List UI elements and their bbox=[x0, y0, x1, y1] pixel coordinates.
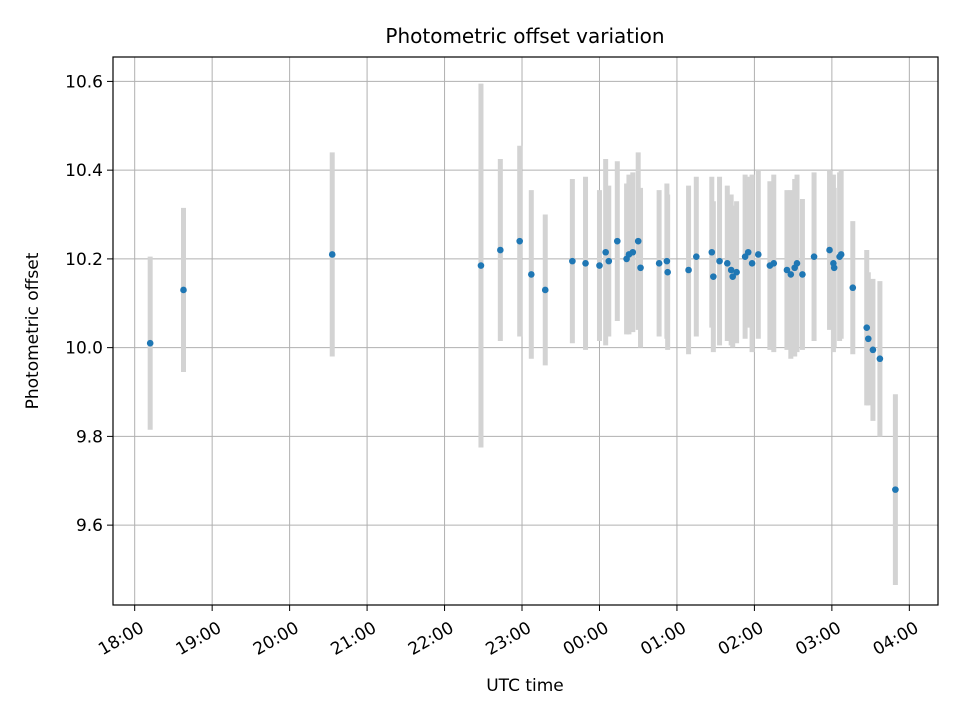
data-point bbox=[863, 324, 871, 331]
data-point bbox=[716, 257, 723, 265]
data-point bbox=[663, 257, 671, 265]
data-point bbox=[582, 260, 589, 267]
data-point bbox=[516, 237, 523, 245]
data-point bbox=[810, 253, 818, 260]
y-axis-title: Photometric offset bbox=[23, 252, 43, 409]
data-point bbox=[869, 346, 877, 354]
data-point bbox=[830, 264, 838, 272]
data-point bbox=[634, 237, 642, 245]
data-point bbox=[748, 260, 756, 267]
plot-frame bbox=[112, 56, 939, 606]
data-point bbox=[733, 268, 740, 276]
data-point bbox=[710, 273, 717, 280]
data-point bbox=[849, 284, 857, 292]
data-point bbox=[892, 486, 899, 493]
data-point bbox=[180, 286, 187, 294]
data-point bbox=[799, 271, 806, 278]
data-point bbox=[497, 246, 504, 254]
data-point bbox=[328, 251, 336, 258]
data-point bbox=[146, 339, 154, 347]
data-point bbox=[596, 262, 603, 269]
data-point bbox=[770, 260, 778, 267]
data-point bbox=[729, 273, 737, 280]
data-point bbox=[602, 248, 609, 256]
data-point bbox=[637, 264, 644, 272]
chart-title: Photometric offset variation bbox=[385, 24, 664, 48]
data-point bbox=[787, 271, 795, 278]
y-tick-label: 10.2 bbox=[65, 250, 103, 270]
data-point bbox=[727, 266, 735, 274]
data-point bbox=[685, 266, 692, 274]
data-point bbox=[605, 257, 613, 265]
data-point bbox=[569, 257, 576, 265]
data-point bbox=[629, 248, 637, 256]
data-point bbox=[723, 260, 731, 267]
data-point bbox=[864, 335, 872, 343]
y-tick-label: 10.4 bbox=[65, 161, 103, 181]
data-point bbox=[783, 266, 791, 274]
y-tick-label: 9.8 bbox=[76, 427, 103, 447]
data-point bbox=[693, 253, 700, 260]
data-point bbox=[837, 251, 845, 258]
data-point bbox=[826, 246, 833, 254]
y-axis-ticks: 9.6 9.8 10.0 10.2 10.4 10.6 bbox=[65, 72, 113, 536]
data-point bbox=[655, 260, 663, 267]
data-point bbox=[708, 248, 716, 256]
data-point bbox=[541, 286, 549, 294]
data-points bbox=[146, 237, 899, 493]
data-point bbox=[528, 271, 535, 278]
data-point bbox=[613, 237, 621, 245]
x-axis-title: UTC time bbox=[486, 676, 564, 696]
y-tick-label: 10.6 bbox=[65, 72, 103, 92]
data-point bbox=[744, 248, 752, 256]
y-tick-label: 9.6 bbox=[76, 516, 103, 536]
data-point bbox=[477, 262, 485, 269]
data-point bbox=[664, 268, 671, 276]
y-tick-label: 10.0 bbox=[65, 339, 103, 359]
data-point bbox=[876, 355, 884, 363]
data-point bbox=[793, 260, 801, 267]
data-point bbox=[754, 251, 762, 258]
